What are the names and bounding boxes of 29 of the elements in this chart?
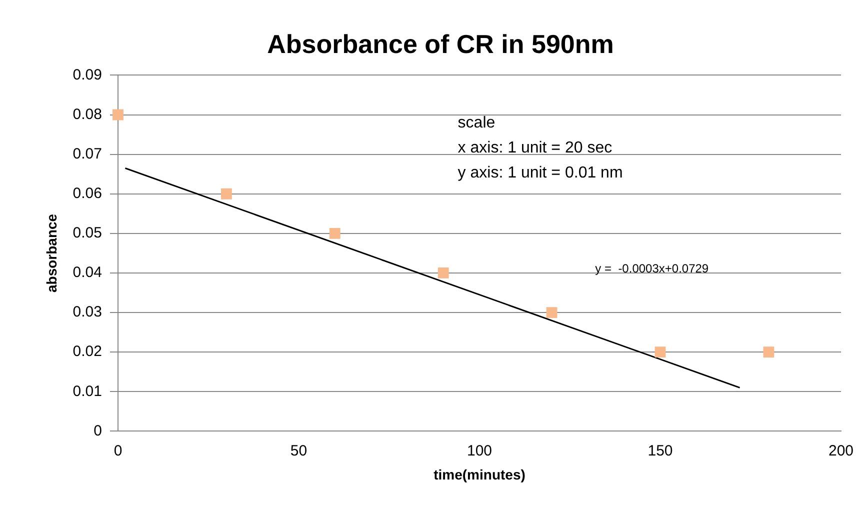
y-tick-label: 0.08: [72, 106, 102, 123]
annotation: x axis: 1 unit = 20 sec: [458, 140, 612, 157]
y-tick-label: 0: [94, 422, 102, 440]
y-tick-label: 0.03: [72, 304, 102, 321]
point: [654, 346, 666, 358]
point: [438, 268, 449, 278]
annotation: y = -0.0003x+0.0729: [595, 262, 709, 276]
x-axis-title: time(minutes): [434, 466, 526, 482]
y-tick-label: 0.02: [72, 343, 102, 360]
y-tick-label: 0.05: [72, 224, 102, 242]
point: [220, 188, 232, 200]
y-tick-label: 0.01: [72, 382, 102, 400]
x-tick-label: 150: [648, 442, 673, 460]
point: [546, 307, 558, 318]
y-tick-label: 0.09: [72, 66, 102, 84]
chart-title: Absorbance of CR in 590nm: [267, 28, 614, 59]
point: [329, 228, 340, 239]
annotation: y axis: 1 unit = 0.01 nm: [458, 164, 623, 182]
x-tick-label: 50: [290, 442, 308, 460]
annotation: scale: [458, 114, 496, 132]
point: [763, 346, 774, 358]
x-tick-label: 0: [114, 442, 122, 460]
point: [112, 109, 124, 120]
y-tick-label: 0.06: [72, 185, 102, 202]
x-tick-label: 200: [828, 442, 854, 460]
y-tick-label: 0.07: [72, 145, 102, 162]
y-axis-title: absorbance: [43, 214, 60, 292]
x-tick-label: 100: [466, 442, 492, 460]
y-tick-label: 0.04: [72, 264, 102, 282]
